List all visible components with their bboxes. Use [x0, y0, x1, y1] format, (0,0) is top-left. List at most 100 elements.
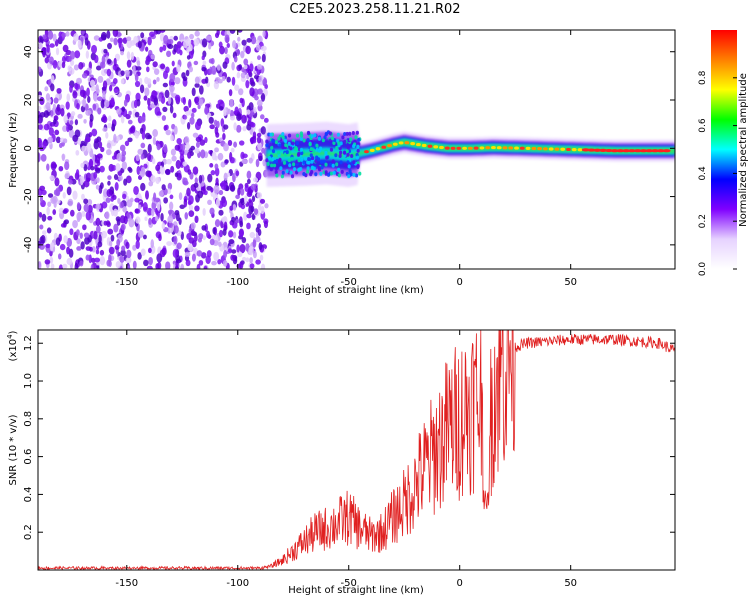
noise-blob	[53, 118, 57, 125]
signal-speckle	[320, 165, 324, 170]
noise-blob	[95, 225, 101, 234]
noise-blob	[194, 30, 200, 37]
noise-blob	[183, 115, 188, 120]
signal-core	[593, 148, 602, 152]
signal-speckle	[319, 171, 323, 176]
noise-blob	[228, 230, 234, 238]
noise-blob	[76, 102, 80, 110]
signal-speckle	[304, 156, 308, 161]
noise-blob	[216, 120, 220, 129]
noise-blob	[146, 265, 153, 269]
signal-band	[266, 131, 675, 178]
noise-blob	[96, 265, 100, 269]
noise-blob	[259, 114, 265, 120]
noise-blob	[128, 167, 133, 173]
noise-blob	[135, 240, 140, 249]
signal-core	[571, 147, 577, 152]
noise-blob	[58, 166, 64, 172]
signal-speckle	[306, 169, 310, 174]
signal-speckle	[281, 170, 285, 175]
noise-blob	[55, 237, 61, 246]
noise-blob	[247, 68, 252, 76]
noise-blob	[95, 84, 99, 92]
noise-blob	[113, 133, 117, 143]
noise-blob	[236, 71, 241, 79]
signal-speckle	[329, 147, 334, 152]
noise-blob	[161, 184, 166, 191]
spectrogram-x-axis-label: Height of straight line (km)	[288, 285, 424, 296]
noise-blob	[215, 198, 221, 208]
noise-blob	[126, 39, 133, 49]
signal-speckle	[317, 167, 322, 172]
signal-speckle	[300, 157, 304, 162]
signal-core	[560, 147, 566, 151]
noise-blob	[197, 190, 204, 199]
signal-core	[467, 146, 473, 150]
noise-blob	[52, 33, 57, 42]
noise-blob	[246, 170, 252, 179]
signal-speckle	[352, 172, 356, 177]
noise-blob	[185, 69, 190, 77]
noise-blob	[94, 257, 101, 263]
signal-core	[651, 149, 660, 153]
noise-blob	[50, 161, 57, 171]
signal-core	[537, 147, 543, 151]
noise-blob	[205, 76, 209, 84]
noise-blob	[229, 115, 235, 121]
noise-blob	[101, 201, 108, 209]
signal-speckle	[279, 166, 283, 171]
noise-blob	[85, 254, 90, 261]
noise-blob	[124, 70, 130, 75]
signal-speckle	[356, 144, 360, 149]
noise-blob	[223, 124, 229, 130]
noise-blob	[49, 43, 55, 48]
signal-speckle	[312, 166, 316, 171]
noise-blob	[239, 229, 244, 238]
noise-blob	[196, 250, 203, 257]
noise-blob	[249, 257, 253, 264]
noise-blob	[66, 246, 71, 255]
colorbar-ticks: 0.0 0.2 0.4 0.6 0.8	[698, 70, 737, 276]
noise-blob	[230, 147, 235, 153]
noise-blob	[191, 240, 197, 248]
noise-blob	[140, 32, 145, 39]
noise-blob	[109, 37, 114, 43]
noise-blob	[263, 117, 269, 123]
noise-blob	[210, 170, 216, 176]
spectrogram-y-axis-label: Frequency (Hz)	[8, 112, 19, 188]
noise-blob	[140, 142, 146, 149]
noise-blob	[119, 144, 126, 152]
noise-blob	[180, 263, 185, 269]
signal-core	[439, 145, 444, 150]
noise-blob	[91, 44, 98, 54]
noise-blob	[66, 186, 72, 196]
noise-blob	[243, 64, 248, 70]
noise-blob	[253, 177, 259, 183]
noise-blob	[65, 31, 70, 37]
noise-blob	[188, 66, 194, 73]
signal-core	[616, 149, 625, 153]
noise-blob	[186, 232, 192, 240]
noise-blob	[46, 163, 50, 171]
noise-blob	[241, 236, 247, 244]
noise-blob	[217, 79, 223, 84]
noise-blob	[60, 223, 66, 228]
x-tick-label: -150	[115, 578, 138, 589]
snr-y-ticks: 0.2 0.4 0.6 0.8 1.0 1.2	[23, 335, 675, 540]
noise-blob	[190, 145, 196, 151]
noise-blob	[116, 239, 121, 247]
signal-core	[410, 142, 416, 146]
x-tick-label: -150	[115, 277, 138, 288]
noise-blob	[187, 243, 194, 252]
noise-blob	[43, 123, 50, 131]
noise-blob	[252, 131, 257, 140]
noise-blob	[185, 142, 190, 151]
noise-blob	[137, 230, 144, 238]
noise-blob	[223, 250, 228, 259]
noise-blob	[208, 42, 212, 50]
noise-blob	[194, 205, 200, 212]
noise-blob	[42, 230, 47, 235]
noise-blob	[100, 182, 104, 190]
signal-core	[392, 142, 398, 146]
noise-blob	[250, 122, 256, 128]
